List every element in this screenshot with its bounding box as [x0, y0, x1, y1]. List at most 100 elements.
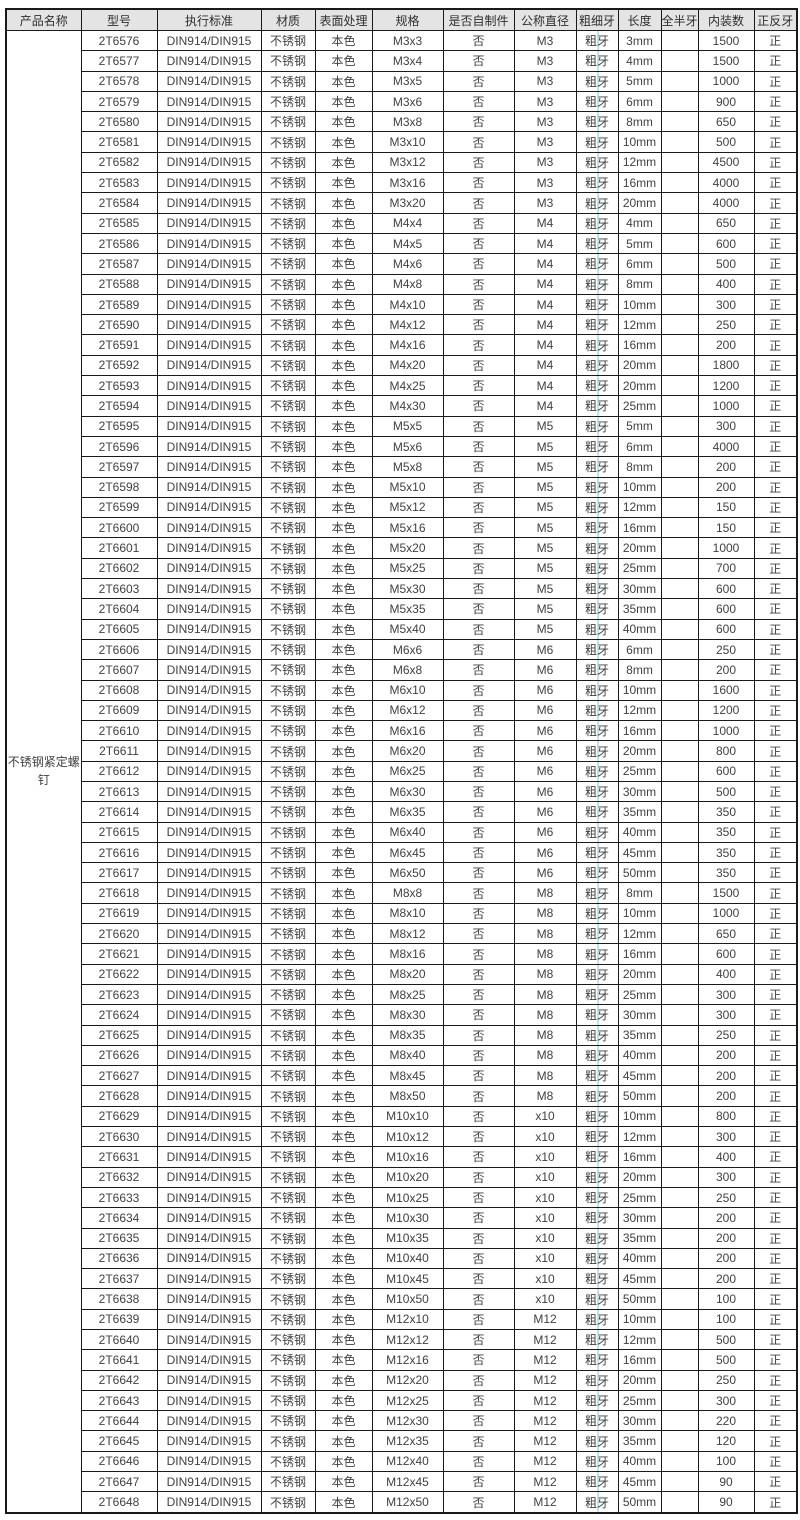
surface-cell: 本色	[314, 50, 373, 72]
standard-cell: DIN914/DIN915	[156, 659, 262, 681]
spec-cell: M6x40	[371, 821, 444, 843]
spec-cell: M3x20	[371, 192, 444, 214]
self-made-cell: 否	[442, 598, 515, 620]
direction-cell: 正	[753, 1105, 798, 1128]
diameter-cell: x10	[513, 1126, 577, 1148]
length-cell: 8mm	[617, 659, 662, 681]
material-cell: 不锈钢	[260, 172, 316, 194]
length-cell: 30mm	[617, 780, 662, 803]
qty-cell: 100	[697, 1308, 755, 1331]
material-cell: 不锈钢	[260, 29, 316, 52]
standard-cell: DIN914/DIN915	[156, 90, 262, 113]
spec-cell: M5x40	[371, 618, 444, 640]
direction-cell: 正	[753, 1410, 798, 1432]
diameter-cell: M6	[513, 801, 577, 823]
spec-cell: M5x12	[371, 496, 444, 519]
header-product-name: 产品名称	[5, 8, 82, 31]
header-material: 材质	[260, 8, 316, 31]
self-made-cell: 否	[442, 151, 515, 174]
standard-cell: DIN914/DIN915	[156, 1410, 262, 1432]
qty-cell: 200	[697, 1085, 755, 1107]
spec-cell: M4x20	[371, 354, 444, 377]
table-row: 2T6600 DIN914/DIN915 不锈钢 本色 M5x16 否 M5 粗牙 16mm 15…	[6, 517, 798, 539]
model-cell: 2T6647	[80, 1471, 158, 1493]
qty-cell: 90	[697, 1491, 755, 1514]
thread-type-cell: 粗牙	[575, 1247, 619, 1270]
full-half-cell	[660, 1389, 699, 1412]
self-made-cell: 否	[442, 1328, 515, 1351]
length-cell: 20mm	[617, 537, 662, 559]
diameter-cell: M4	[513, 232, 577, 255]
surface-cell: 本色	[314, 1450, 373, 1473]
spec-cell: M6x25	[371, 760, 444, 782]
direction-cell: 正	[753, 1349, 798, 1371]
qty-cell: 700	[697, 557, 755, 580]
self-made-cell: 否	[442, 1308, 515, 1331]
model-cell: 2T6588	[80, 273, 158, 295]
model-cell: 2T6638	[80, 1288, 158, 1310]
full-half-cell	[660, 1450, 699, 1473]
surface-cell: 本色	[314, 192, 373, 214]
model-cell: 2T6639	[80, 1308, 158, 1331]
standard-cell: DIN914/DIN915	[156, 923, 262, 945]
thread-type-cell: 粗牙	[575, 740, 619, 762]
material-cell: 不锈钢	[260, 638, 316, 661]
diameter-cell: x10	[513, 1105, 577, 1128]
qty-cell: 220	[697, 1410, 755, 1432]
self-made-cell: 否	[442, 456, 515, 478]
material-cell: 不锈钢	[260, 354, 316, 377]
standard-cell: DIN914/DIN915	[156, 780, 262, 803]
qty-cell: 250	[697, 314, 755, 336]
length-cell: 10mm	[617, 679, 662, 701]
material-cell: 不锈钢	[260, 943, 316, 965]
material-cell: 不锈钢	[260, 720, 316, 742]
full-half-cell	[660, 375, 699, 397]
spec-cell: M6x35	[371, 801, 444, 823]
self-made-cell: 否	[442, 902, 515, 925]
length-cell: 12mm	[617, 1328, 662, 1351]
model-cell: 2T6637	[80, 1268, 158, 1290]
diameter-cell: M4	[513, 212, 577, 234]
length-cell: 10mm	[617, 902, 662, 925]
table-row: 2T6631 DIN914/DIN915 不锈钢 本色 M10x16 否 x10 粗牙 16mm…	[6, 1146, 798, 1168]
direction-cell: 正	[753, 415, 798, 437]
length-cell: 8mm	[617, 456, 662, 478]
surface-cell: 本色	[314, 1186, 373, 1209]
length-cell: 20mm	[617, 375, 662, 397]
standard-cell: DIN914/DIN915	[156, 314, 262, 336]
full-half-cell	[660, 1288, 699, 1310]
table-row: 2T6622 DIN914/DIN915 不锈钢 本色 M8x20 否 M8 粗牙 20mm 40…	[6, 963, 798, 985]
full-half-cell	[660, 1065, 699, 1087]
model-cell: 2T6603	[80, 578, 158, 600]
length-cell: 12mm	[617, 699, 662, 722]
thread-type-cell: 粗牙	[575, 50, 619, 72]
qty-cell: 500	[697, 253, 755, 275]
diameter-cell: M12	[513, 1349, 577, 1371]
self-made-cell: 否	[442, 1227, 515, 1249]
model-cell: 2T6648	[80, 1491, 158, 1514]
table-row: 2T6635 DIN914/DIN915 不锈钢 本色 M10x35 否 x10 粗牙 35mm…	[6, 1227, 798, 1249]
thread-type-cell: 粗牙	[575, 253, 619, 275]
direction-cell: 正	[753, 1450, 798, 1473]
direction-cell: 正	[753, 983, 798, 1006]
spec-cell: M12x40	[371, 1450, 444, 1473]
diameter-cell: M6	[513, 638, 577, 661]
model-cell: 2T6582	[80, 151, 158, 174]
material-cell: 不锈钢	[260, 1227, 316, 1249]
header-pack-quantity: 内装数	[697, 8, 755, 31]
standard-cell: DIN914/DIN915	[156, 435, 262, 458]
table-row: 2T6581 DIN914/DIN915 不锈钢 本色 M3x10 否 M3 粗牙 10mm 50…	[6, 131, 798, 153]
standard-cell: DIN914/DIN915	[156, 821, 262, 843]
self-made-cell: 否	[442, 780, 515, 803]
qty-cell: 200	[697, 659, 755, 681]
length-cell: 10mm	[617, 131, 662, 153]
direction-cell: 正	[753, 334, 798, 356]
thread-type-cell: 粗牙	[575, 476, 619, 498]
model-cell: 2T6591	[80, 334, 158, 356]
self-made-cell: 否	[442, 232, 515, 255]
spec-cell: M8x25	[371, 983, 444, 1006]
thread-type-cell: 粗牙	[575, 537, 619, 559]
surface-cell: 本色	[314, 1369, 373, 1391]
spec-cell: M10x35	[371, 1227, 444, 1249]
surface-cell: 本色	[314, 821, 373, 843]
